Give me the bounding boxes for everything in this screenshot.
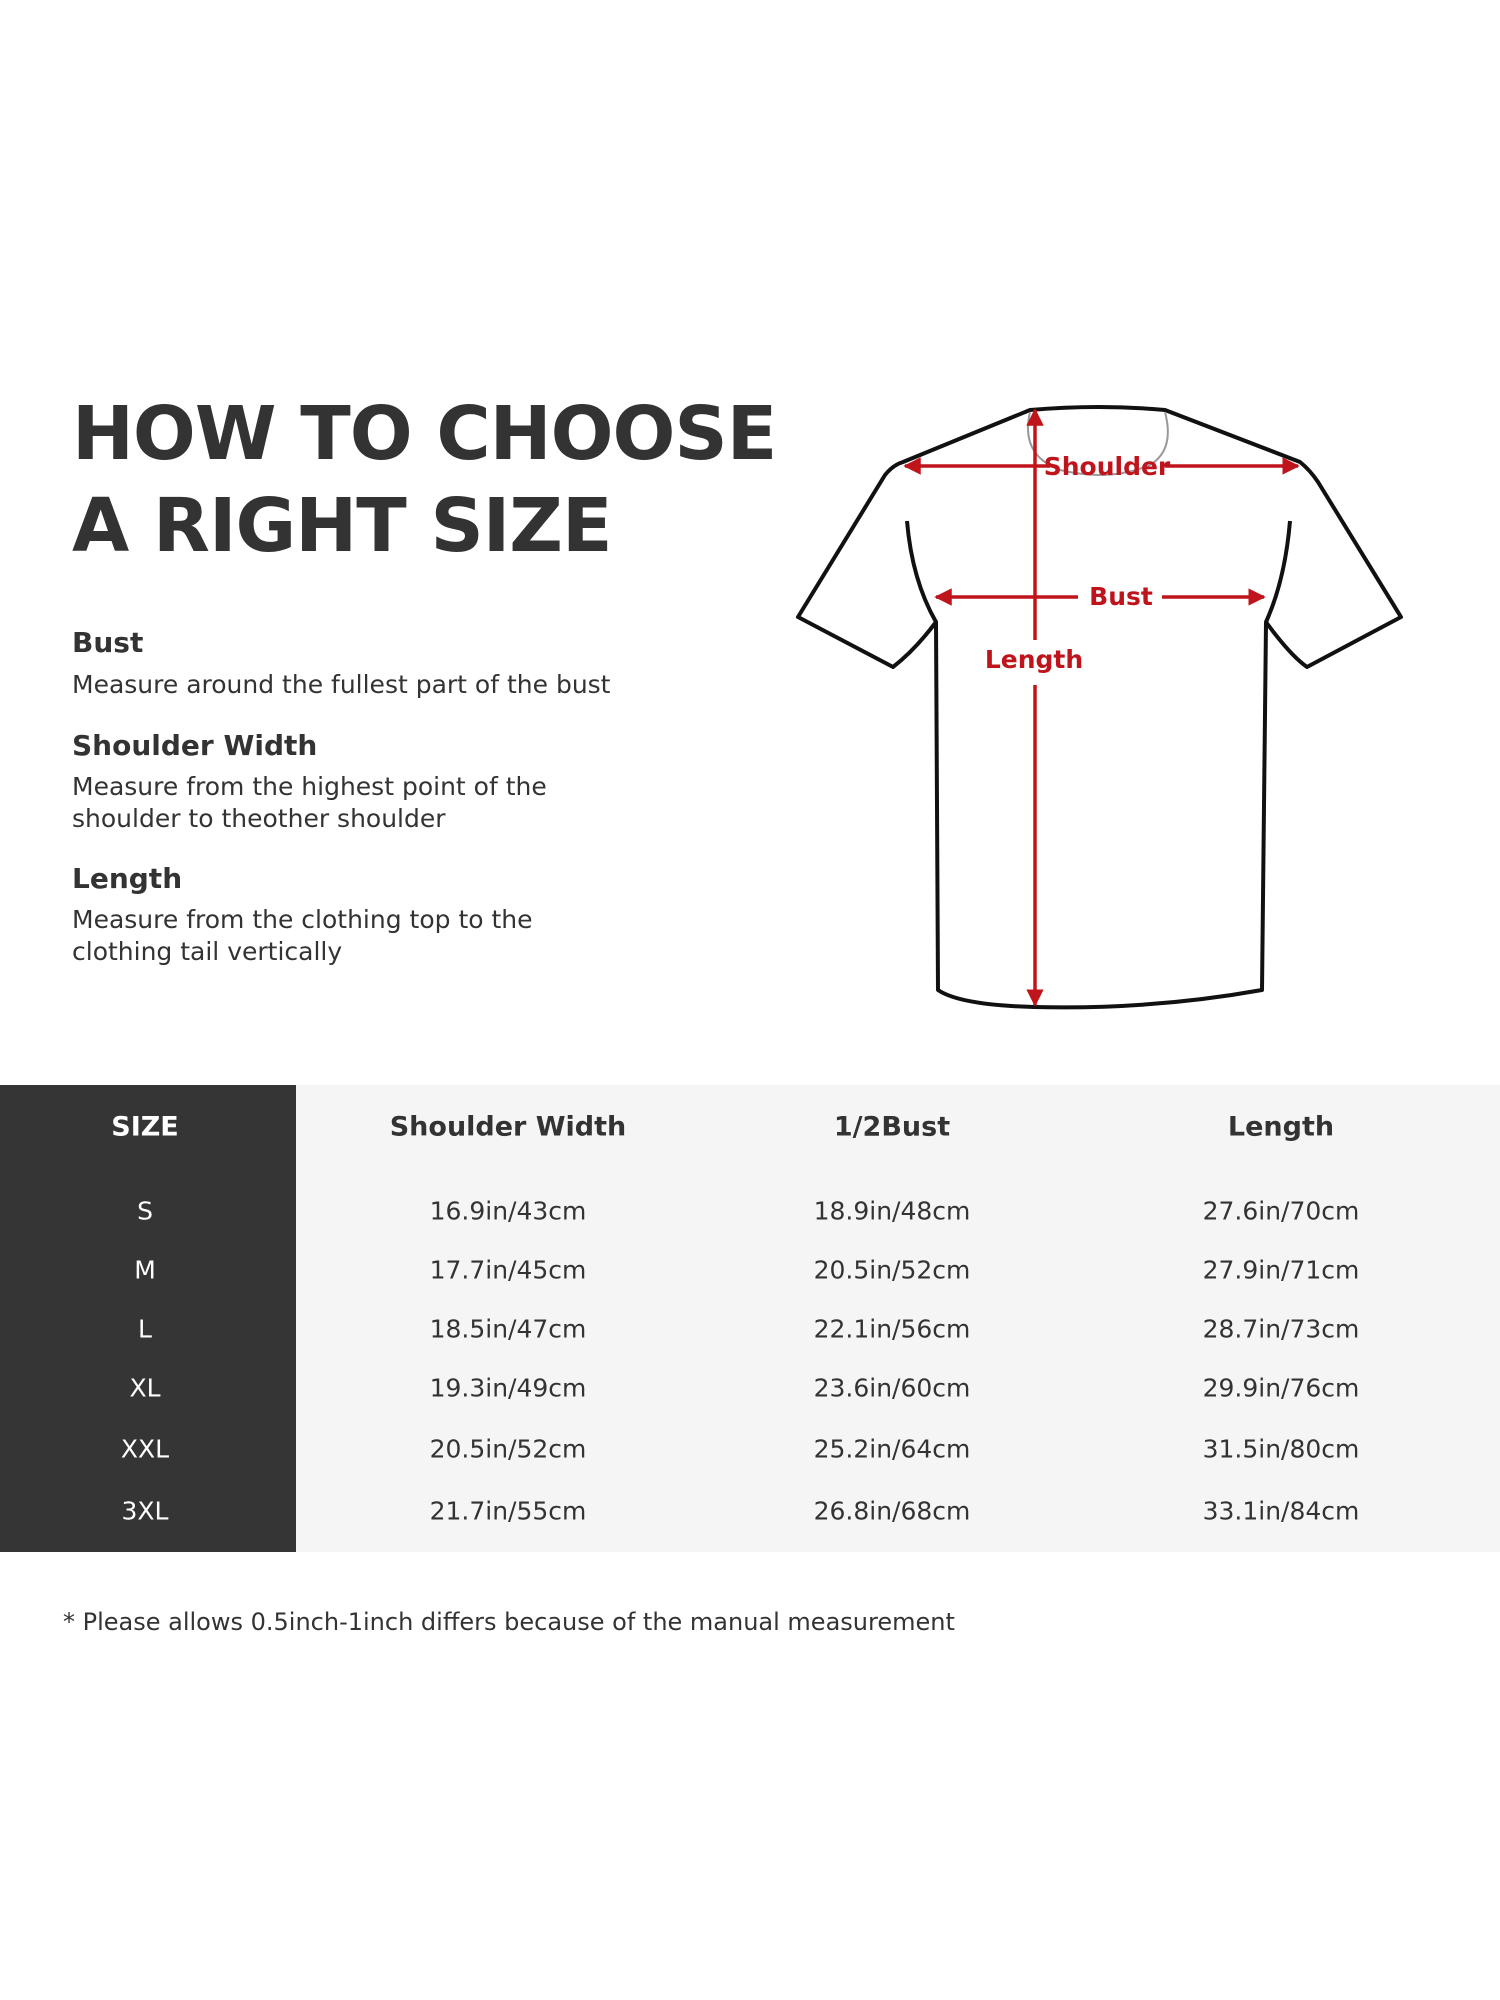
cell-half-bust: 20.5in/52cm — [813, 1255, 971, 1285]
shoulder-desc-line: shoulder to theother shoulder — [72, 804, 446, 833]
length-description: Measure from the clothing top to the clo… — [72, 904, 672, 968]
cell-length: 33.1in/84cm — [1202, 1496, 1360, 1526]
cell-shoulder-width: 20.5in/52cm — [429, 1434, 587, 1464]
length-label: Length — [985, 645, 1083, 674]
size-column-background — [0, 1085, 296, 1552]
cell-length: 27.9in/71cm — [1202, 1255, 1360, 1285]
cell-half-bust: 26.8in/68cm — [813, 1496, 971, 1526]
cell-length: 27.6in/70cm — [1202, 1196, 1360, 1226]
tshirt-diagram: Shoulder Bust Length — [796, 405, 1403, 1010]
measurement-arrows — [903, 408, 1300, 1007]
title-line-2: A RIGHT SIZE — [72, 483, 613, 569]
cell-size: XL — [129, 1373, 161, 1403]
cell-size: M — [134, 1255, 156, 1285]
shoulder-width-heading: Shoulder Width — [72, 729, 318, 762]
length-heading: Length — [72, 862, 183, 895]
cell-length: 31.5in/80cm — [1202, 1434, 1360, 1464]
cell-size: XXL — [120, 1434, 170, 1464]
cell-shoulder-width: 21.7in/55cm — [429, 1496, 587, 1526]
cell-half-bust: 23.6in/60cm — [813, 1373, 971, 1403]
cell-length: 29.9in/76cm — [1202, 1373, 1360, 1403]
length-desc-line: Measure from the clothing top to the — [72, 905, 533, 934]
cell-half-bust: 22.1in/56cm — [813, 1314, 971, 1344]
header-size: SIZE — [111, 1111, 179, 1143]
cell-shoulder-width: 16.9in/43cm — [429, 1196, 587, 1226]
tshirt-outline — [796, 405, 1403, 1010]
header-length: Length — [1227, 1111, 1335, 1143]
bust-description: Measure around the fullest part of the b… — [72, 669, 672, 701]
header-shoulder-width: Shoulder Width — [389, 1111, 627, 1143]
cell-length: 28.7in/73cm — [1202, 1314, 1360, 1344]
title-line-1: HOW TO CHOOSE — [72, 391, 777, 477]
footnote: * Please allows 0.5inch-1inch differs be… — [63, 1608, 955, 1636]
shoulder-desc-line: Measure from the highest point of the — [72, 772, 547, 801]
header-half-bust: 1/2Bust — [833, 1111, 951, 1143]
shoulder-width-description: Measure from the highest point of the sh… — [72, 771, 672, 835]
cell-size: 3XL — [121, 1496, 169, 1526]
cell-half-bust: 18.9in/48cm — [813, 1196, 971, 1226]
cell-size: S — [137, 1196, 153, 1226]
bust-heading: Bust — [72, 626, 144, 659]
cell-shoulder-width: 17.7in/45cm — [429, 1255, 587, 1285]
cell-size: L — [138, 1314, 152, 1344]
bust-desc-line: Measure around the fullest part of the b… — [72, 670, 611, 699]
cell-half-bust: 25.2in/64cm — [813, 1434, 971, 1464]
bust-label: Bust — [1089, 582, 1153, 611]
length-desc-line: clothing tail vertically — [72, 937, 343, 966]
cell-shoulder-width: 19.3in/49cm — [429, 1373, 587, 1403]
page-title: HOW TO CHOOSE A RIGHT SIZE — [72, 388, 777, 572]
size-table: SIZE Shoulder Width 1/2Bust Length S 16.9in/4… — [0, 1085, 1500, 1552]
shoulder-label: Shoulder — [1044, 452, 1171, 481]
cell-shoulder-width: 18.5in/47cm — [429, 1314, 587, 1344]
